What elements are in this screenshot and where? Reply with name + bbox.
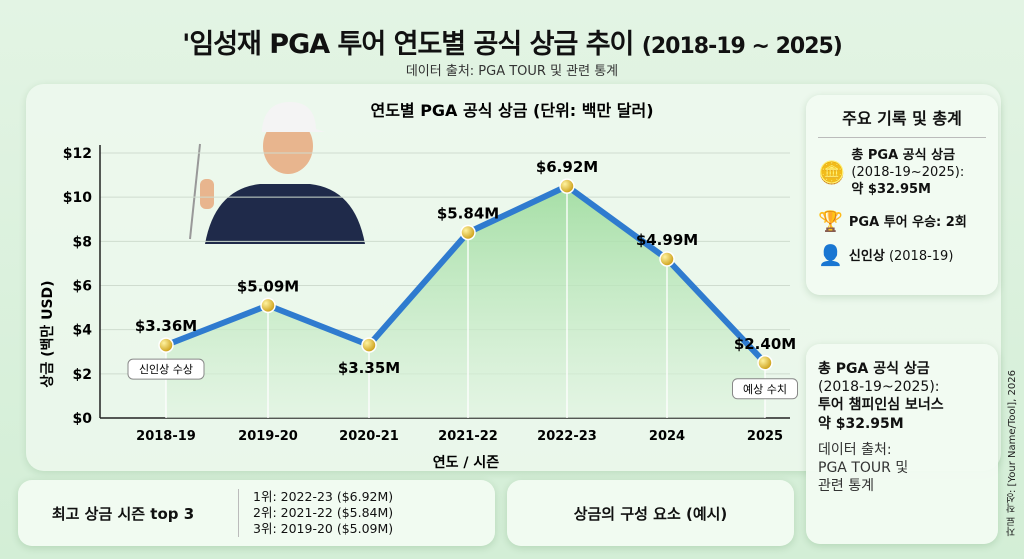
trophy-icon: 🏆 — [818, 208, 843, 233]
x-axis-label: 연도 / 시즌 — [433, 455, 500, 471]
area-fill — [166, 186, 765, 418]
annotation-text: 신인상 수상 — [139, 363, 193, 376]
summary-bonus: 투어 챔피인심 보너스 — [818, 397, 944, 414]
annotation-box — [732, 378, 798, 400]
data-label: $4.99M — [636, 231, 698, 249]
y-tick-label: $2 — [73, 367, 92, 383]
x-tick-label: 2020-21 — [339, 429, 399, 444]
x-tick-label: 2018-19 — [136, 429, 196, 444]
title-main: '임성재 PGA 투어 연도별 공식 상금 추이 — [182, 29, 634, 60]
summary-source-1: 데이터 출처: — [818, 441, 892, 458]
data-label: $5.09M — [237, 277, 299, 295]
summary-total-label: 총 PGA 공식 상금 — [818, 361, 930, 377]
data-label: $2.40M — [734, 335, 796, 353]
components-card: 상금의 구성 요소 (예시) — [507, 480, 794, 546]
y-axis-label: 상금 (백만 USD) — [40, 280, 56, 387]
data-point — [158, 337, 174, 353]
summary-source-3: 관련 통계 — [818, 478, 874, 495]
y-tick-label: $6 — [73, 279, 92, 295]
y-tick-label: $12 — [63, 146, 92, 162]
x-tick-label: 2025 — [747, 429, 783, 444]
summary-card: 총 PGA 공식 상금 (2018-19~2025): 투어 챔피인심 보너스 … — [806, 344, 998, 544]
x-tick-label: 2022-23 — [537, 429, 597, 444]
y-tick-label: $10 — [63, 190, 92, 206]
records-title: 주요 기록 및 총계 — [818, 105, 986, 138]
summary-source-2: PGA TOUR 및 — [818, 459, 909, 476]
top3-item: 1위: 2022-23 ($6.92M) — [253, 489, 394, 504]
y-tick-label: $0 — [73, 411, 93, 427]
golfer-photo — [189, 102, 365, 244]
data-label: $6.92M — [536, 158, 598, 176]
signature: 자료 작성: [Your Name/Tool], 2026 — [1007, 370, 1018, 537]
data-point — [260, 297, 276, 314]
components-title: 상금의 구성 요소 (예시) — [573, 504, 728, 523]
top3-item: 2위: 2021-22 ($5.84M) — [253, 505, 394, 520]
title-range: (2018-19 ~ 2025) — [641, 34, 843, 59]
data-point — [659, 251, 675, 267]
annotation-text: 예상 수치 — [743, 383, 787, 396]
summary-range: (2018-19~2025): — [818, 379, 940, 396]
annotation-box — [127, 358, 205, 380]
data-label: $3.36M — [135, 317, 197, 335]
top3-card: 최고 상금 시즌 top 3 1위: 2022-23 ($6.92M) 2위: … — [18, 480, 495, 546]
page-title: '임성재 PGA 투어 연도별 공식 상금 추이 (2018-19 ~ 2025… — [0, 22, 1024, 61]
data-label: $5.84M — [437, 205, 499, 223]
earnings-chart: 연도별 PGA 공식 상금 (단위: 백만 달러) 상금 (백만 USD) 연도… — [40, 101, 798, 471]
data-point — [361, 337, 377, 353]
x-tick-label: 2021-22 — [438, 429, 498, 444]
rookie-label: 신인상 — [848, 249, 885, 265]
data-point — [559, 178, 575, 194]
summary-value: 약 $32.95M — [818, 415, 904, 432]
x-tick-label: 2024 — [649, 429, 685, 444]
chart-title: 연도별 PGA 공식 상금 (단위: 백만 달러) — [370, 101, 653, 120]
top3-item: 3위: 2019-20 ($5.09M) — [253, 521, 394, 536]
total-value: 약 $32.95M — [851, 181, 931, 197]
records-card: 주요 기록 및 총계 🪙 총 PGA 공식 상금 (2018-19~2025): 약 … — [806, 95, 998, 295]
y-tick-label: $8 — [73, 234, 92, 250]
x-tick-label: 2019-20 — [238, 429, 298, 444]
rookie-year: (2018-19) — [888, 249, 954, 265]
page-subtitle: 데이터 출처: PGA TOUR 및 관련 통계 — [405, 64, 619, 79]
top3-title: 최고 상금 시즌 top 3 — [51, 504, 195, 523]
coins-icon: 🪙 — [818, 160, 846, 186]
data-point — [757, 355, 773, 371]
medal-person-icon: 👤 — [818, 242, 843, 267]
data-point — [460, 224, 476, 241]
data-label: $3.35M — [338, 359, 400, 377]
y-tick-label: $4 — [73, 323, 93, 339]
total-range: (2018-19~2025): — [851, 164, 965, 180]
total-label: 총 PGA 공식 상금 — [851, 148, 956, 163]
wins-text: PGA 투어 우승: 2회 — [848, 215, 967, 231]
